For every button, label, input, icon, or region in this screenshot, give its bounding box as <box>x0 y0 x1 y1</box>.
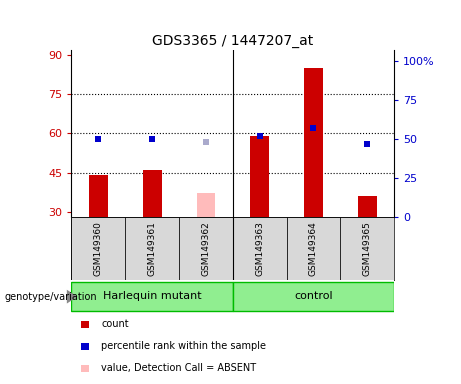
Text: GSM149363: GSM149363 <box>255 221 264 276</box>
Text: percentile rank within the sample: percentile rank within the sample <box>101 341 266 351</box>
Title: GDS3365 / 1447207_at: GDS3365 / 1447207_at <box>152 33 313 48</box>
Polygon shape <box>67 290 77 303</box>
Text: control: control <box>294 291 333 301</box>
Bar <box>89 175 108 217</box>
Bar <box>196 194 215 217</box>
Text: count: count <box>101 319 129 329</box>
Text: GSM149361: GSM149361 <box>148 221 157 276</box>
Bar <box>250 136 269 217</box>
Text: GSM149362: GSM149362 <box>201 221 210 276</box>
Bar <box>358 196 377 217</box>
Bar <box>81 343 89 350</box>
Text: GSM149360: GSM149360 <box>94 221 103 276</box>
Bar <box>81 321 89 328</box>
Bar <box>71 217 125 280</box>
Bar <box>287 217 340 280</box>
Text: GSM149364: GSM149364 <box>309 221 318 276</box>
Text: genotype/variation: genotype/variation <box>5 291 97 302</box>
Text: Harlequin mutant: Harlequin mutant <box>103 291 201 301</box>
Text: value, Detection Call = ABSENT: value, Detection Call = ABSENT <box>101 363 256 373</box>
Text: GSM149365: GSM149365 <box>363 221 372 276</box>
Bar <box>71 282 233 311</box>
Bar <box>179 217 233 280</box>
Bar <box>340 217 394 280</box>
Bar <box>81 365 89 372</box>
Bar <box>304 68 323 217</box>
Bar <box>233 217 287 280</box>
Bar <box>233 282 394 311</box>
Bar <box>143 170 161 217</box>
Bar <box>125 217 179 280</box>
